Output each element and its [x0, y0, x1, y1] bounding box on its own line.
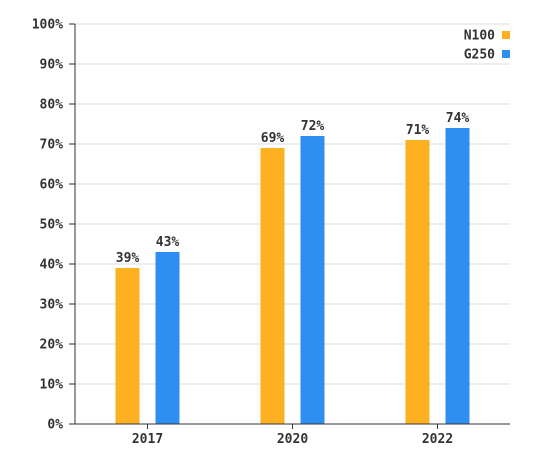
data-label: 72% — [301, 119, 325, 134]
x-tick-label: 2022 — [422, 432, 453, 447]
legend-label: N100 — [464, 29, 495, 44]
legend-swatch — [502, 50, 510, 58]
x-tick-label: 2020 — [277, 432, 308, 447]
data-label: 39% — [116, 251, 140, 266]
x-tick-label: 2017 — [132, 432, 163, 447]
grid-lines — [75, 23, 510, 385]
y-tick-label: 30% — [40, 298, 64, 313]
legend-swatch — [502, 31, 510, 39]
y-tick-label: 70% — [40, 138, 64, 153]
bar-g250-2022 — [445, 128, 470, 424]
y-tick-label: 40% — [40, 258, 64, 273]
y-tick-label: 10% — [40, 378, 64, 393]
legend: N100 G250 — [464, 29, 510, 63]
y-tick-label: 60% — [40, 178, 64, 193]
data-label: 74% — [446, 111, 470, 126]
legend-label: G250 — [464, 48, 495, 63]
y-tick-label: 100% — [32, 18, 63, 33]
bar-n100-2022 — [405, 140, 430, 424]
data-label: 43% — [156, 235, 180, 250]
bar-n100-2017 — [115, 268, 140, 424]
y-axis: 0% 10% 20% 30% 40% 50% 60% 70% 80% 90% 100% — [32, 18, 75, 433]
bar-n100-2020 — [260, 148, 285, 424]
y-tick-label: 0% — [47, 418, 63, 433]
data-label: 69% — [261, 131, 285, 146]
bar-g250-2017 — [155, 252, 180, 424]
bars: 39% 43% 69% 72% 71% 74% — [115, 111, 470, 424]
y-tick-label: 80% — [40, 98, 64, 113]
x-axis: 2017 2020 2022 — [132, 424, 453, 447]
bar-g250-2020 — [300, 136, 325, 424]
data-label: 71% — [406, 123, 430, 138]
y-tick-label: 90% — [40, 58, 64, 73]
y-tick-label: 50% — [40, 218, 64, 233]
y-tick-label: 20% — [40, 338, 64, 353]
